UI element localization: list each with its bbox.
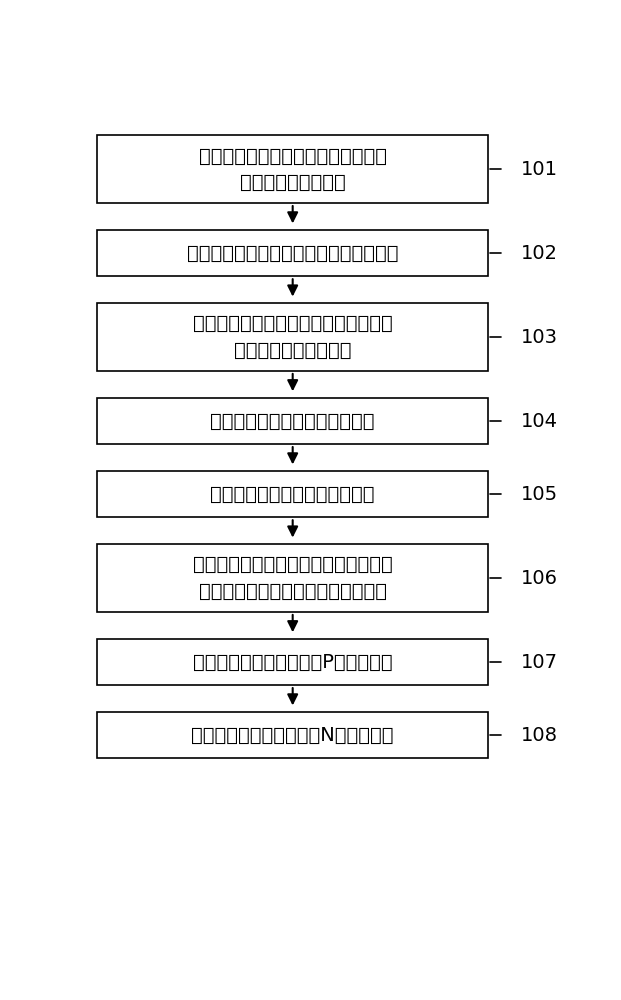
Text: 去除第二伪栅极，并形成N型金属栅极: 去除第二伪栅极，并形成N型金属栅极 bbox=[191, 726, 394, 745]
Bar bbox=[97, 544, 488, 612]
Text: 在源极和漏极上形成金属硅化物: 在源极和漏极上形成金属硅化物 bbox=[211, 485, 375, 504]
Bar bbox=[97, 471, 488, 517]
Text: 形成层间介电层，并进行化学机械研磨
工艺至露出第一伪栅极和第二伪栅极: 形成层间介电层，并进行化学机械研磨 工艺至露出第一伪栅极和第二伪栅极 bbox=[193, 555, 392, 601]
Text: 在半导体衬底中形成源极和漏极: 在半导体衬底中形成源极和漏极 bbox=[211, 412, 375, 431]
Bar bbox=[97, 398, 488, 444]
Text: 去除第一伪栅极，并形成P型金属栅极: 去除第一伪栅极，并形成P型金属栅极 bbox=[193, 653, 392, 672]
Text: 在半导体衬底上依次形成高介电常数
的栅介电层和盖帽层: 在半导体衬底上依次形成高介电常数 的栅介电层和盖帽层 bbox=[199, 147, 387, 192]
Bar bbox=[97, 639, 488, 685]
Text: 104: 104 bbox=[521, 412, 558, 431]
Bar bbox=[97, 712, 488, 758]
Text: 106: 106 bbox=[521, 569, 558, 588]
Text: 101: 101 bbox=[521, 160, 558, 179]
Bar bbox=[97, 135, 488, 203]
Text: 107: 107 bbox=[521, 653, 558, 672]
Text: 108: 108 bbox=[521, 726, 558, 745]
Text: 102: 102 bbox=[521, 244, 558, 263]
Text: 在第一伪栅极和第二伪栅极两侧的半导
体衬底中形成浅掺杂区: 在第一伪栅极和第二伪栅极两侧的半导 体衬底中形成浅掺杂区 bbox=[193, 314, 392, 360]
Bar bbox=[97, 230, 488, 276]
Text: 在盖帽层上形成第一伪栅极和第二伪栅极: 在盖帽层上形成第一伪栅极和第二伪栅极 bbox=[187, 244, 399, 263]
Bar bbox=[97, 303, 488, 371]
Text: 103: 103 bbox=[521, 328, 558, 347]
Text: 105: 105 bbox=[521, 485, 558, 504]
